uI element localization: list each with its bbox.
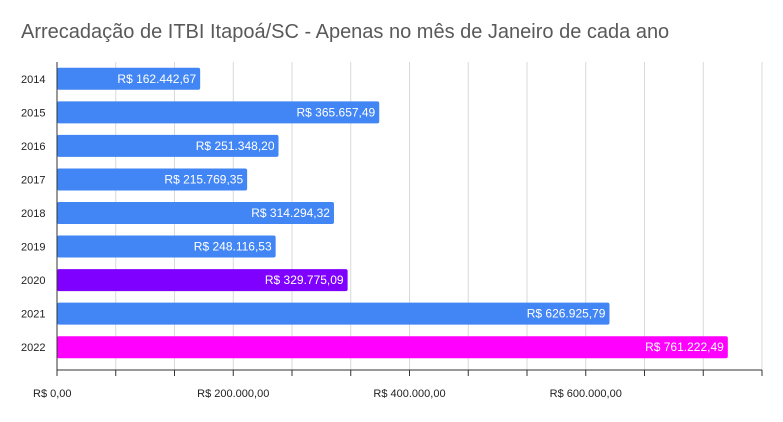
bar [57,101,380,124]
x-tick-label: R$ 200.000,00 [197,388,269,400]
y-tick-label: 2016 [21,141,45,153]
x-tick-label: R$ 600.000,00 [550,388,622,400]
bar [57,269,348,292]
data-label: R$ 162.442,67 [117,72,196,86]
chart-title: Arrecadação de ITBI Itapoá/SC - Apenas n… [21,21,670,43]
bar [57,302,610,325]
data-label: R$ 329.775,09 [265,273,344,287]
y-tick-label: 2015 [21,107,45,119]
y-tick-label: 2014 [21,74,45,86]
y-tick-label: 2020 [21,275,45,287]
y-tick-label: 2018 [21,208,45,220]
data-label: R$ 626.925,79 [527,307,606,321]
y-tick-label: 2019 [21,242,45,254]
bar [57,235,276,258]
data-label: R$ 365.657,49 [297,105,376,119]
y-tick-label: 2017 [21,174,45,186]
x-tick-label: R$ 0,00 [33,388,72,400]
bar [57,67,201,90]
y-tick-label: 2022 [21,342,45,354]
data-label: R$ 251.348,20 [196,139,275,153]
bar [57,168,248,191]
bar [57,336,728,359]
data-label: R$ 248.116,53 [194,240,272,254]
bar [57,134,279,157]
data-label: R$ 314.294,32 [251,206,330,220]
x-tick-label: R$ 400.000,00 [373,388,445,400]
y-tick-label: 2021 [21,309,45,321]
bar [57,202,334,224]
data-label: R$ 215.769,35 [164,172,243,186]
data-label: R$ 761.222,49 [645,340,724,354]
